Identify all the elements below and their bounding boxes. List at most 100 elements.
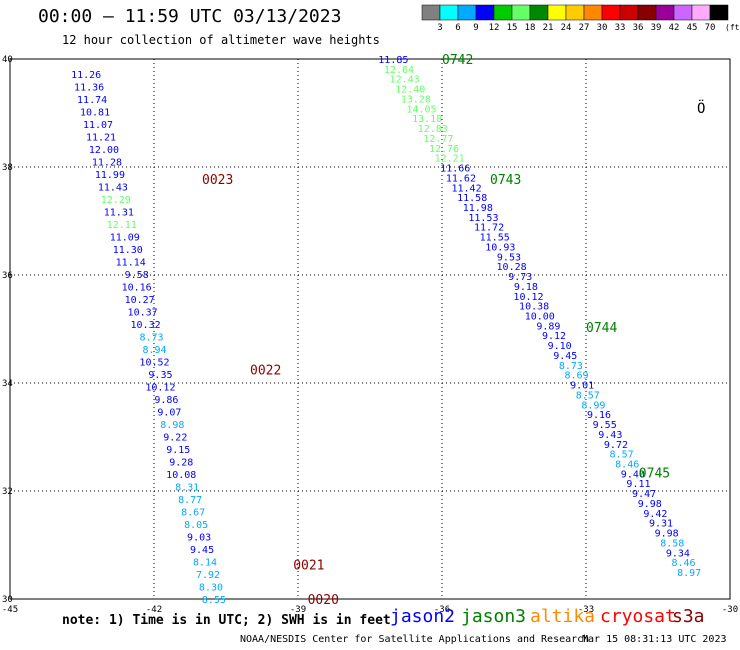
wave-height-label: 11.43 [98,183,128,194]
legend-tick-label: 30 [597,23,608,33]
wave-height-label: 11.58 [457,193,487,204]
wave-height-label: 11.26 [71,70,101,81]
wave-height-label: 9.22 [163,433,187,444]
wave-height-label: 11.36 [74,83,104,94]
wave-height-label: 12.77 [423,134,453,145]
legend-tick-label: 18 [525,23,536,33]
wave-height-label: 12.43 [390,75,420,86]
wave-height-label: 12.64 [384,65,414,76]
wave-height-label: 8.98 [160,420,184,431]
legend-swatch [709,4,729,21]
y-tick-label: 40 [2,55,13,65]
wave-height-label: 11.66 [440,164,470,175]
wave-height-label: 12.29 [101,195,131,206]
wave-height-label: 12.00 [89,145,119,156]
legend-tick-label: 21 [543,23,554,33]
wave-height-label: 12.76 [429,144,459,155]
y-tick-label: 30 [2,595,13,605]
legend-tick-label: 6 [455,23,460,33]
wave-height-label: 10.52 [139,358,169,369]
wave-height-label: 9.72 [604,440,628,451]
legend-tick-label: 33 [615,23,626,33]
y-tick-label: 36 [2,271,13,281]
plot-frame [9,58,731,600]
legend-swatch [457,4,477,21]
legend-swatch [655,4,675,21]
wave-height-label: 8.46 [671,558,695,569]
track-time-label: 0022 [250,364,281,379]
wave-height-label: 9.58 [125,270,149,281]
legend-tick-label: 36 [633,23,644,33]
legend-swatch [475,4,495,21]
y-tick-label: 32 [2,487,13,497]
wave-height-label: 11.98 [463,203,493,214]
legend-swatch [637,4,657,21]
wave-height-label: 9.98 [638,499,662,510]
wave-height-label: 8.67 [181,508,205,519]
wave-height-label: 8.73 [140,333,164,344]
wave-height-label: 11.14 [116,258,146,269]
wave-height-label: 10.27 [125,295,155,306]
y-tick-label: 34 [2,379,13,389]
wave-height-label: 9.53 [497,252,521,263]
legend-tick-label: 70 [705,23,716,33]
legend-swatch [601,4,621,21]
wave-height-label: 8.31 [175,483,199,494]
legend-tick-label: 42 [669,23,680,33]
wave-height-label: 9.15 [166,445,190,456]
credit-line: NOAA/NESDIS Center for Satellite Applica… [240,634,590,645]
legend-tick-label: 24 [561,23,572,33]
x-tick-label: -33 [578,605,594,615]
wave-height-label: 10.16 [122,283,152,294]
legend-swatch [493,4,513,21]
legend-tick-label: 45 [687,23,698,33]
wave-height-label: 12.21 [435,154,465,165]
wave-height-label: 8.97 [677,568,701,579]
wave-height-label: 11.72 [474,223,504,234]
wave-height-label: 11.42 [451,183,481,194]
satellite-label-jason2: jason2 [390,606,456,627]
wave-height-label: 7.92 [196,570,220,581]
wave-height-label: 11.74 [77,95,107,106]
wave-height-label: 9.55 [593,420,617,431]
wave-height-label: 11.07 [83,120,113,131]
legend-swatch [421,4,441,21]
wave-height-label: 10.00 [525,312,555,323]
wave-height-label: 8.77 [178,495,202,506]
wave-height-label: 10.28 [497,262,527,273]
track-time-label: 0020 [308,593,339,608]
wave-height-label: 9.43 [598,430,622,441]
track-time-label: 0744 [586,321,617,336]
x-tick-label: -36 [434,605,450,615]
wave-height-label: 12.83 [418,124,448,135]
wave-height-label: 11.30 [113,245,143,256]
wave-height-label: 8.99 [581,400,605,411]
track-time-label: 0021 [293,558,324,573]
legend-swatch [529,4,549,21]
wave-height-label: 8.55 [202,595,226,606]
wave-height-label: 10.12 [513,292,543,303]
wave-height-label: 12.11 [107,220,137,231]
wave-height-label: 11.28 [92,158,122,169]
satellite-label-altika: altika [530,606,596,627]
wave-height-label: 9.11 [626,479,650,490]
wave-height-label: 9.03 [187,533,211,544]
wave-height-label: 11.53 [468,213,498,224]
satellite-label-s3a: s3a [672,606,705,627]
wave-height-label: 8.05 [184,520,208,531]
satellite-label-jason3: jason3 [461,606,527,627]
wave-height-label: 10.37 [128,308,158,319]
wave-height-label: 9.45 [190,545,214,556]
wave-height-label: 9.98 [655,529,679,540]
wave-height-label: 11.31 [104,208,134,219]
legend-swatch [619,4,639,21]
wave-height-label: 13.18 [412,114,442,125]
wave-height-label: 9.01 [570,381,594,392]
wave-height-label: 11.21 [86,133,116,144]
legend-swatch [583,4,603,21]
generated-timestamp: Mar 15 08:31:13 UTC 2023 [582,634,727,645]
chart-title: 00:00 — 11:59 UTC 03/13/2023 [38,6,342,27]
wave-height-label: 9.86 [154,395,178,406]
legend-swatch [439,4,459,21]
